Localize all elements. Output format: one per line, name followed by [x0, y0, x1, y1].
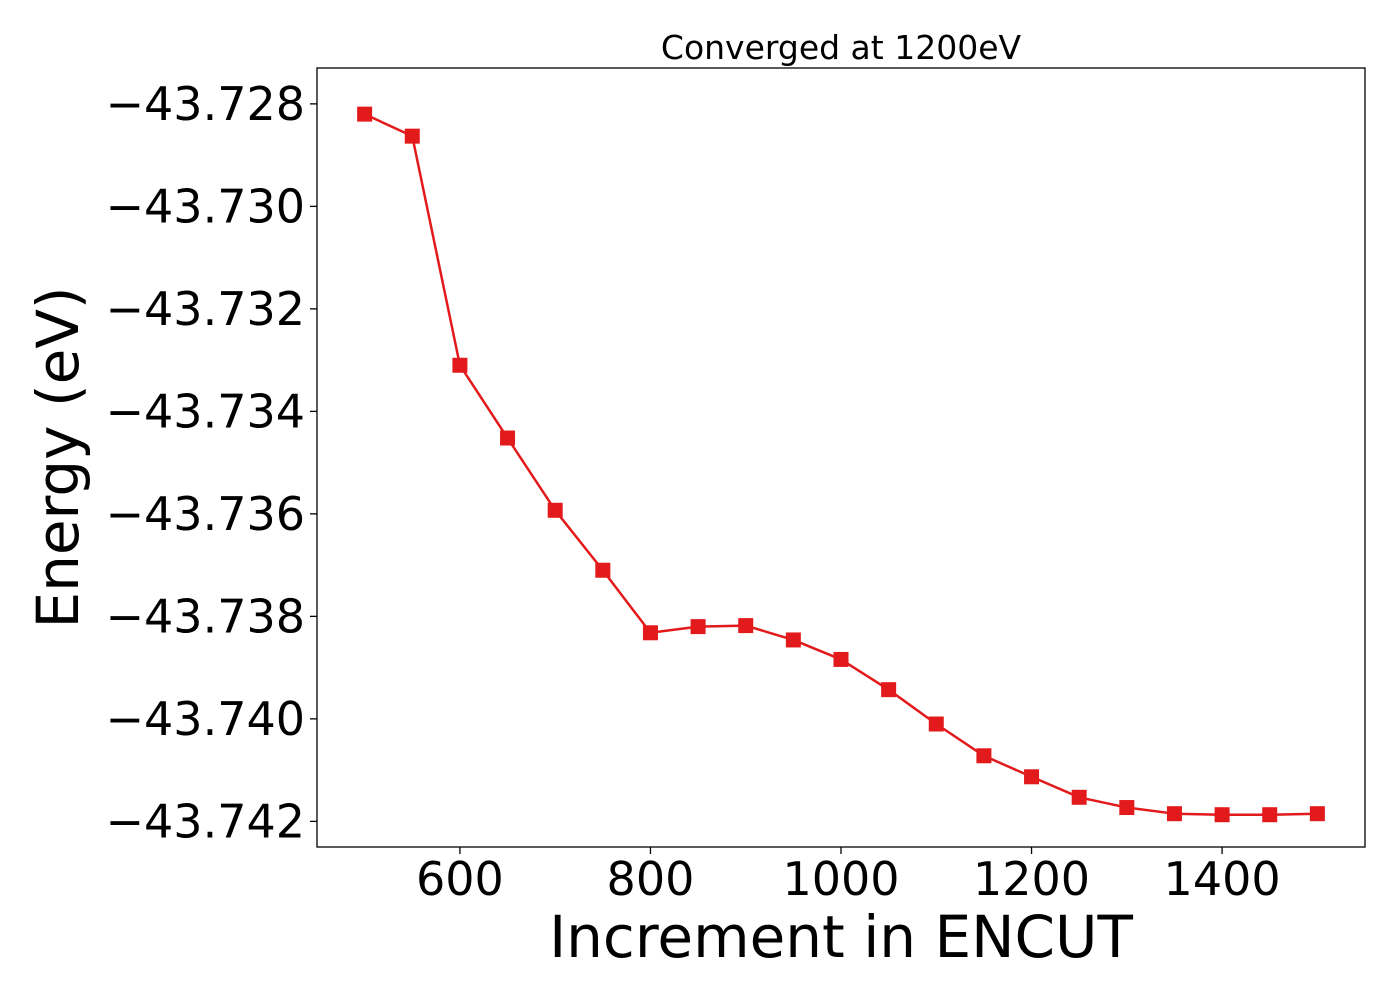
chart-title: Converged at 1200eV [661, 28, 1022, 67]
data-point-marker [785, 632, 801, 648]
y-tick-label: −43.736 [106, 487, 306, 541]
data-point-marker [452, 357, 468, 373]
data-point-marker [881, 682, 897, 698]
data-point-marker [1214, 807, 1230, 823]
data-point-marker [833, 651, 849, 667]
energy-series-line [364, 112, 1318, 816]
x-tick-label: 600 [416, 852, 504, 906]
data-point-marker [1071, 789, 1087, 805]
data-point-marker [976, 748, 992, 764]
data-point-marker [1024, 769, 1040, 785]
data-point-marker [1166, 806, 1182, 822]
x-axis-label: Increment in ENCUT [549, 903, 1133, 971]
data-point-marker [1119, 800, 1135, 816]
data-point-marker [928, 716, 944, 732]
data-point-marker [547, 502, 563, 518]
y-tick-label: −43.740 [106, 692, 306, 746]
x-tick-label: 1200 [973, 852, 1090, 906]
y-tick-label: −43.734 [106, 384, 306, 438]
plot-area-frame [316, 67, 1366, 848]
data-point-marker [642, 625, 658, 641]
y-tick-label: −43.732 [106, 282, 306, 336]
data-point-marker [690, 619, 706, 635]
data-point-marker [595, 562, 611, 578]
data-point-marker [1309, 806, 1325, 822]
y-axis-label: Energy (eV) [24, 286, 92, 628]
data-point-marker [357, 106, 373, 122]
data-point-marker [500, 430, 516, 446]
y-tick-label: −43.738 [106, 589, 306, 643]
x-tick-label: 800 [607, 852, 695, 906]
y-tick-label: −43.728 [106, 77, 306, 131]
x-tick-label: 1000 [782, 852, 899, 906]
energy-series-markers [357, 106, 1325, 823]
y-tick-label: −43.730 [106, 179, 306, 233]
x-axis-ticks: 600 800 1000 1200 1400 [416, 847, 1281, 906]
data-point-marker [738, 618, 754, 634]
y-tick-label: −43.742 [106, 794, 306, 848]
data-point-marker [404, 128, 420, 144]
x-tick-label: 1400 [1164, 852, 1281, 906]
y-axis-ticks: −43.728 −43.730 −43.732 −43.734 −43.736 −43.7… [106, 77, 317, 848]
data-point-marker [1262, 807, 1278, 823]
